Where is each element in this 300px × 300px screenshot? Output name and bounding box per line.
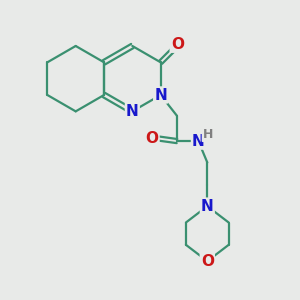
Text: O: O — [171, 37, 184, 52]
Text: N: N — [192, 134, 205, 148]
Text: N: N — [154, 88, 167, 103]
Text: H: H — [203, 128, 213, 141]
Text: O: O — [146, 130, 158, 146]
Text: N: N — [201, 199, 214, 214]
Text: N: N — [126, 104, 139, 119]
Text: O: O — [201, 254, 214, 269]
